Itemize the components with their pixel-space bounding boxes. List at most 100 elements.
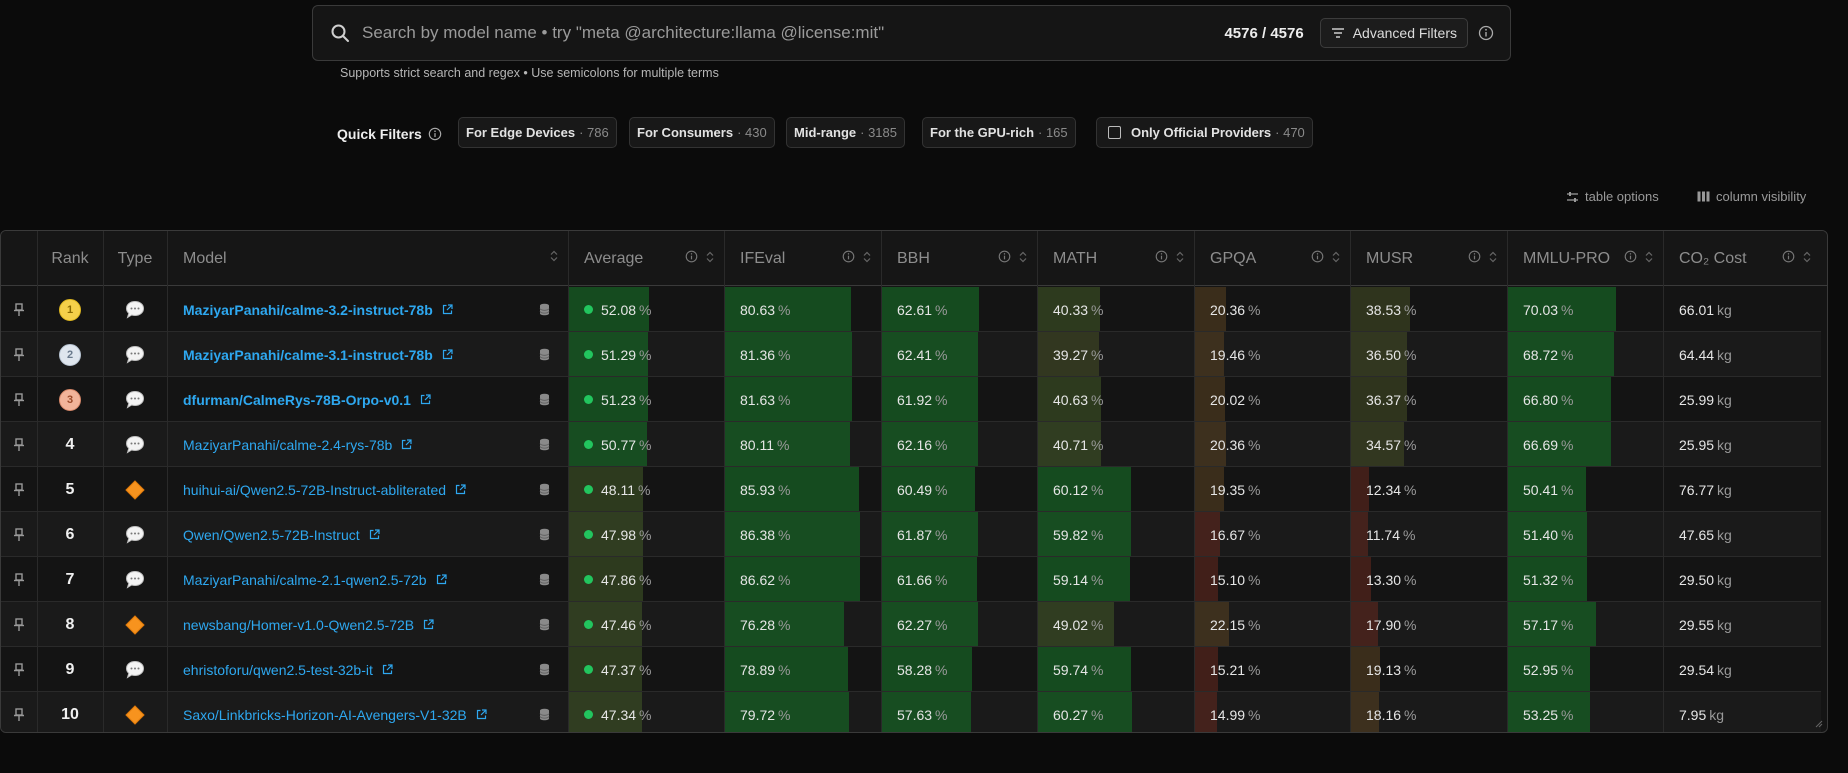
info-icon[interactable]	[1624, 250, 1637, 263]
table-row[interactable]: 5 huihui-ai/Qwen2.5-72B-Instruct-ablitera…	[1, 467, 1821, 512]
sort-icon[interactable]	[1645, 251, 1653, 263]
dataset-icon[interactable]	[539, 663, 550, 676]
column-header-math[interactable]: MATH	[1037, 231, 1194, 286]
pin-icon[interactable]	[13, 437, 25, 452]
column-visibility-button[interactable]: column visibility	[1697, 189, 1806, 204]
advanced-filters-button[interactable]: Advanced Filters	[1319, 18, 1468, 48]
column-divider[interactable]	[881, 231, 882, 732]
column-divider[interactable]	[1194, 231, 1195, 732]
column-divider[interactable]	[37, 231, 38, 732]
info-icon[interactable]	[1155, 250, 1168, 263]
external-link-icon[interactable]	[442, 349, 453, 360]
info-icon[interactable]	[1311, 250, 1324, 263]
external-link-icon[interactable]	[476, 709, 487, 720]
info-icon[interactable]	[428, 127, 442, 141]
column-header-rank[interactable]: Rank	[37, 231, 103, 286]
quick-filter-edge-devices[interactable]: For Edge Devices · 786	[458, 117, 617, 148]
table-row[interactable]: 3 dfurman/CalmeRys-78B-Orpo-v0.1 51.23% 81.…	[1, 377, 1821, 422]
sort-icon[interactable]	[1803, 251, 1811, 263]
dataset-icon[interactable]	[539, 483, 550, 496]
external-link-icon[interactable]	[420, 394, 431, 405]
table-options-button[interactable]: table options	[1566, 189, 1659, 204]
dataset-icon[interactable]	[539, 528, 550, 541]
external-link-icon[interactable]	[369, 529, 380, 540]
sort-icon[interactable]	[706, 251, 714, 263]
info-icon[interactable]	[1782, 250, 1795, 263]
column-divider[interactable]	[568, 231, 569, 732]
sort-icon[interactable]	[1176, 251, 1184, 263]
model-link[interactable]: dfurman/CalmeRys-78B-Orpo-v0.1	[183, 391, 411, 408]
table-row[interactable]: 2 MaziyarPanahi/calme-3.1-instruct-78b 51.…	[1, 332, 1821, 377]
dataset-icon[interactable]	[539, 438, 550, 451]
table-row[interactable]: 6 Qwen/Qwen2.5-72B-Instruct 47.98% 86.38% 61…	[1, 512, 1821, 557]
pin-icon[interactable]	[13, 392, 25, 407]
table-row[interactable]: 10 Saxo/Linkbricks-Horizon-AI-Avengers-V1…	[1, 692, 1821, 732]
model-link[interactable]: newsbang/Homer-v1.0-Qwen2.5-72B	[183, 616, 415, 633]
column-header-ifeval[interactable]: IFEval	[724, 231, 881, 286]
quick-filter-mid-range[interactable]: Mid-range · 3185	[786, 117, 905, 148]
pin-icon[interactable]	[13, 572, 25, 587]
pin-icon[interactable]	[13, 302, 25, 317]
column-header-average[interactable]: Average	[568, 231, 724, 286]
pin-icon[interactable]	[13, 527, 25, 542]
pin-icon[interactable]	[13, 707, 25, 722]
sort-icon[interactable]	[550, 250, 558, 262]
column-header-co2[interactable]: CO₂ Cost	[1663, 231, 1821, 286]
pin-icon[interactable]	[13, 662, 25, 677]
dataset-icon[interactable]	[539, 303, 550, 316]
dataset-icon[interactable]	[539, 393, 550, 406]
model-link[interactable]: MaziyarPanahi/calme-2.1-qwen2.5-72b	[183, 571, 427, 588]
dataset-icon[interactable]	[539, 618, 550, 631]
info-icon[interactable]	[842, 250, 855, 263]
info-icon[interactable]	[1478, 25, 1494, 41]
table-row[interactable]: 7 MaziyarPanahi/calme-2.1-qwen2.5-72b 47.8…	[1, 557, 1821, 602]
quick-filter-official-providers[interactable]: Only Official Providers · 470	[1096, 117, 1313, 148]
table-row[interactable]: 8 newsbang/Homer-v1.0-Qwen2.5-72B 47.46% 76…	[1, 602, 1821, 647]
model-link[interactable]: Saxo/Linkbricks-Horizon-AI-Avengers-V1-3…	[183, 706, 467, 723]
resize-handle-icon[interactable]	[1815, 720, 1823, 728]
external-link-icon[interactable]	[382, 664, 393, 675]
external-link-icon[interactable]	[401, 439, 412, 450]
dataset-icon[interactable]	[539, 348, 550, 361]
sort-icon[interactable]	[863, 251, 871, 263]
external-link-icon[interactable]	[442, 304, 453, 315]
model-link[interactable]: Qwen/Qwen2.5-72B-Instruct	[183, 526, 360, 543]
column-divider[interactable]	[1507, 231, 1508, 732]
column-header-mmlu_pro[interactable]: MMLU-PRO	[1507, 231, 1663, 286]
column-header-musr[interactable]: MUSR	[1350, 231, 1507, 286]
model-link[interactable]: huihui-ai/Qwen2.5-72B-Instruct-abliterat…	[183, 481, 447, 498]
model-link[interactable]: MaziyarPanahi/calme-3.1-instruct-78b	[183, 346, 433, 363]
column-header-model[interactable]: Model	[167, 231, 568, 286]
column-divider[interactable]	[724, 231, 725, 732]
info-icon[interactable]	[1468, 250, 1481, 263]
quick-filter-gpu-rich[interactable]: For the GPU-rich · 165	[922, 117, 1076, 148]
model-link[interactable]: MaziyarPanahi/calme-3.2-instruct-78b	[183, 301, 433, 318]
sort-icon[interactable]	[1332, 251, 1340, 263]
column-header-type[interactable]: Type	[103, 231, 167, 286]
column-divider[interactable]	[1663, 231, 1664, 732]
column-divider[interactable]	[1350, 231, 1351, 732]
column-header-bbh[interactable]: BBH	[881, 231, 1037, 286]
model-link[interactable]: ehristoforu/qwen2.5-test-32b-it	[183, 661, 373, 678]
info-icon[interactable]	[685, 250, 698, 263]
column-divider[interactable]	[103, 231, 104, 732]
table-row[interactable]: 1 MaziyarPanahi/calme-3.2-instruct-78b 52.…	[1, 287, 1821, 332]
quick-filter-consumers[interactable]: For Consumers · 430	[629, 117, 775, 148]
info-icon[interactable]	[998, 250, 1011, 263]
dataset-icon[interactable]	[539, 573, 550, 586]
pin-icon[interactable]	[13, 617, 25, 632]
external-link-icon[interactable]	[436, 574, 447, 585]
checkbox[interactable]	[1108, 126, 1121, 139]
external-link-icon[interactable]	[455, 484, 466, 495]
model-link[interactable]: MaziyarPanahi/calme-2.4-rys-78b	[183, 436, 393, 453]
sort-icon[interactable]	[1019, 251, 1027, 263]
external-link-icon[interactable]	[423, 619, 434, 630]
column-divider[interactable]	[167, 231, 168, 732]
sort-icon[interactable]	[1489, 251, 1497, 263]
column-divider[interactable]	[1037, 231, 1038, 732]
column-header-gpqa[interactable]: GPQA	[1194, 231, 1350, 286]
search-input[interactable]	[362, 23, 1225, 43]
table-row[interactable]: 9 ehristoforu/qwen2.5-test-32b-it 47.37% 78…	[1, 647, 1821, 692]
table-row[interactable]: 4 MaziyarPanahi/calme-2.4-rys-78b 50.77% 80…	[1, 422, 1821, 467]
pin-icon[interactable]	[13, 347, 25, 362]
